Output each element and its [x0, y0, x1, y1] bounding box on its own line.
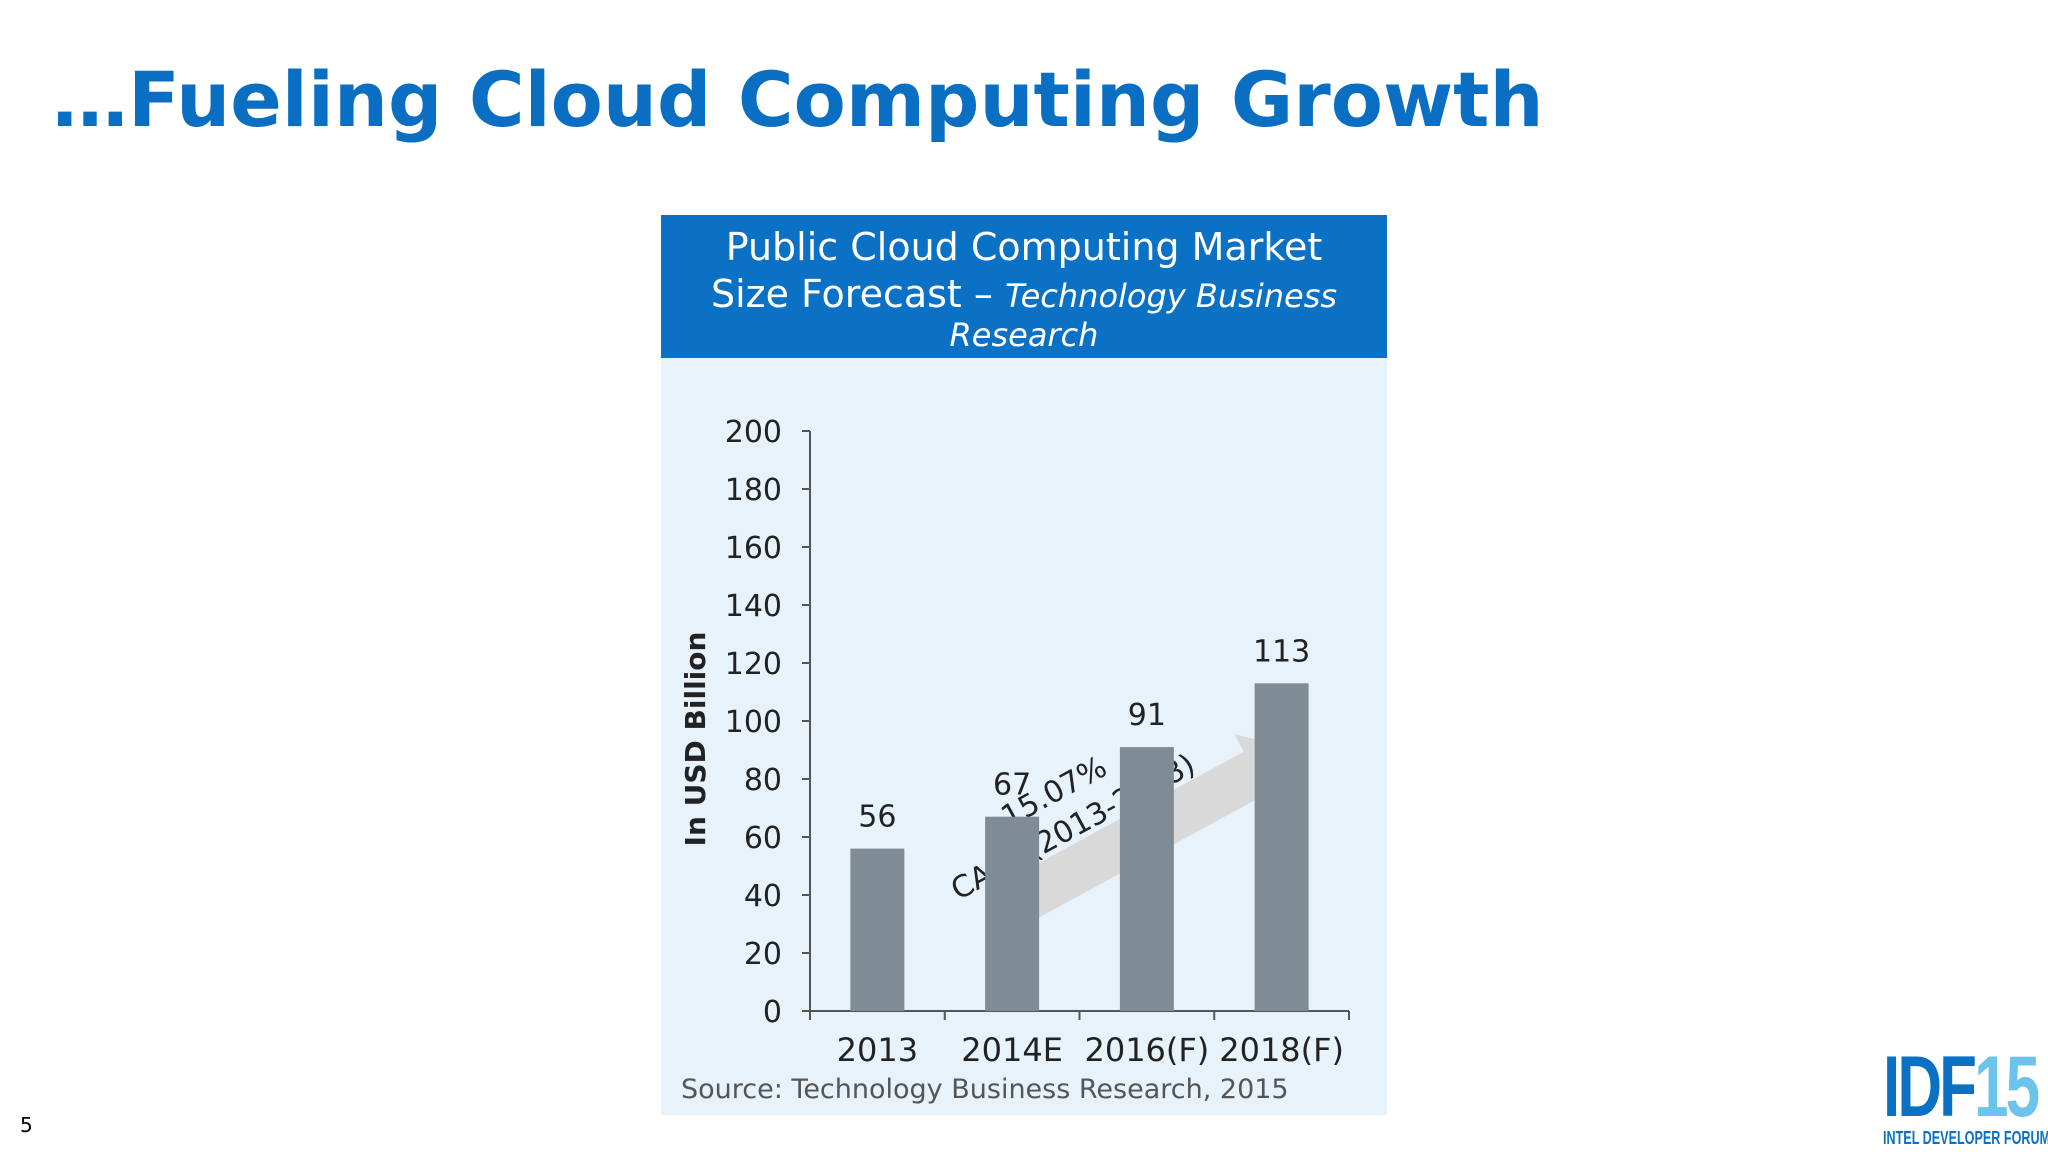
y-tick-label: 40 [744, 879, 782, 914]
y-tick-label: 200 [725, 415, 782, 450]
chart-source: Source: Technology Business Research, 20… [681, 1074, 1289, 1105]
x-tick-label: 2016(F) [1084, 1031, 1209, 1069]
bar-chart: 0 20 40 60 80 100 120 140 160 180 200 In USD Billio… [679, 415, 1350, 1069]
y-tick-label: 160 [725, 531, 782, 566]
logo-mark: IDF15 [1883, 1044, 2040, 1130]
bar-2018f [1254, 683, 1309, 1011]
y-tick-label: 60 [744, 821, 782, 856]
y-tick-label: 80 [744, 763, 782, 798]
page-number: 5 [20, 1113, 33, 1137]
chart-header-line2: Size Forecast – Technology Business [661, 270, 1387, 320]
bar-2014e [985, 816, 1040, 1011]
chart-header-line3: Research [949, 316, 1099, 354]
chart-figure: Public Cloud Computing Market Size Forec… [661, 215, 1387, 1115]
data-label: 67 [993, 768, 1031, 803]
logo-idf: IDF [1883, 1039, 1977, 1135]
idf15-logo: IDF15 INTEL DEVELOPER FORUM [1883, 1044, 2048, 1149]
chart-header-dash: – [961, 272, 1006, 316]
x-tick-label: 2013 [837, 1031, 918, 1069]
chart-header-italic: Technology Business [1005, 277, 1338, 315]
data-label: 91 [1128, 698, 1166, 733]
data-label: 113 [1253, 634, 1310, 669]
y-axis-title: In USD Billion [679, 632, 712, 847]
chart-header-line1: Public Cloud Computing Market [725, 225, 1323, 269]
chart-header: Public Cloud Computing Market Size Forec… [661, 215, 1387, 358]
logo-year: 15 [1974, 1039, 2040, 1135]
bar-2013 [850, 848, 905, 1011]
x-tick-label: 2018(F) [1219, 1031, 1344, 1069]
y-tick-label: 0 [763, 995, 782, 1030]
chart-header-forecast: Size Forecast [710, 272, 962, 316]
logo-tagline: INTEL DEVELOPER FORUM [1883, 1128, 2048, 1148]
y-tick-label: 100 [725, 705, 782, 740]
data-label: 56 [858, 800, 896, 835]
bar-2016f [1119, 747, 1174, 1011]
y-tick-label: 180 [725, 473, 782, 508]
y-tick-label: 140 [725, 589, 782, 624]
slide-title: …Fueling Cloud Computing Growth [52, 55, 1544, 144]
y-tick-label: 120 [725, 647, 782, 682]
x-tick-label: 2014E [961, 1031, 1063, 1069]
y-tick-label: 20 [744, 937, 782, 972]
